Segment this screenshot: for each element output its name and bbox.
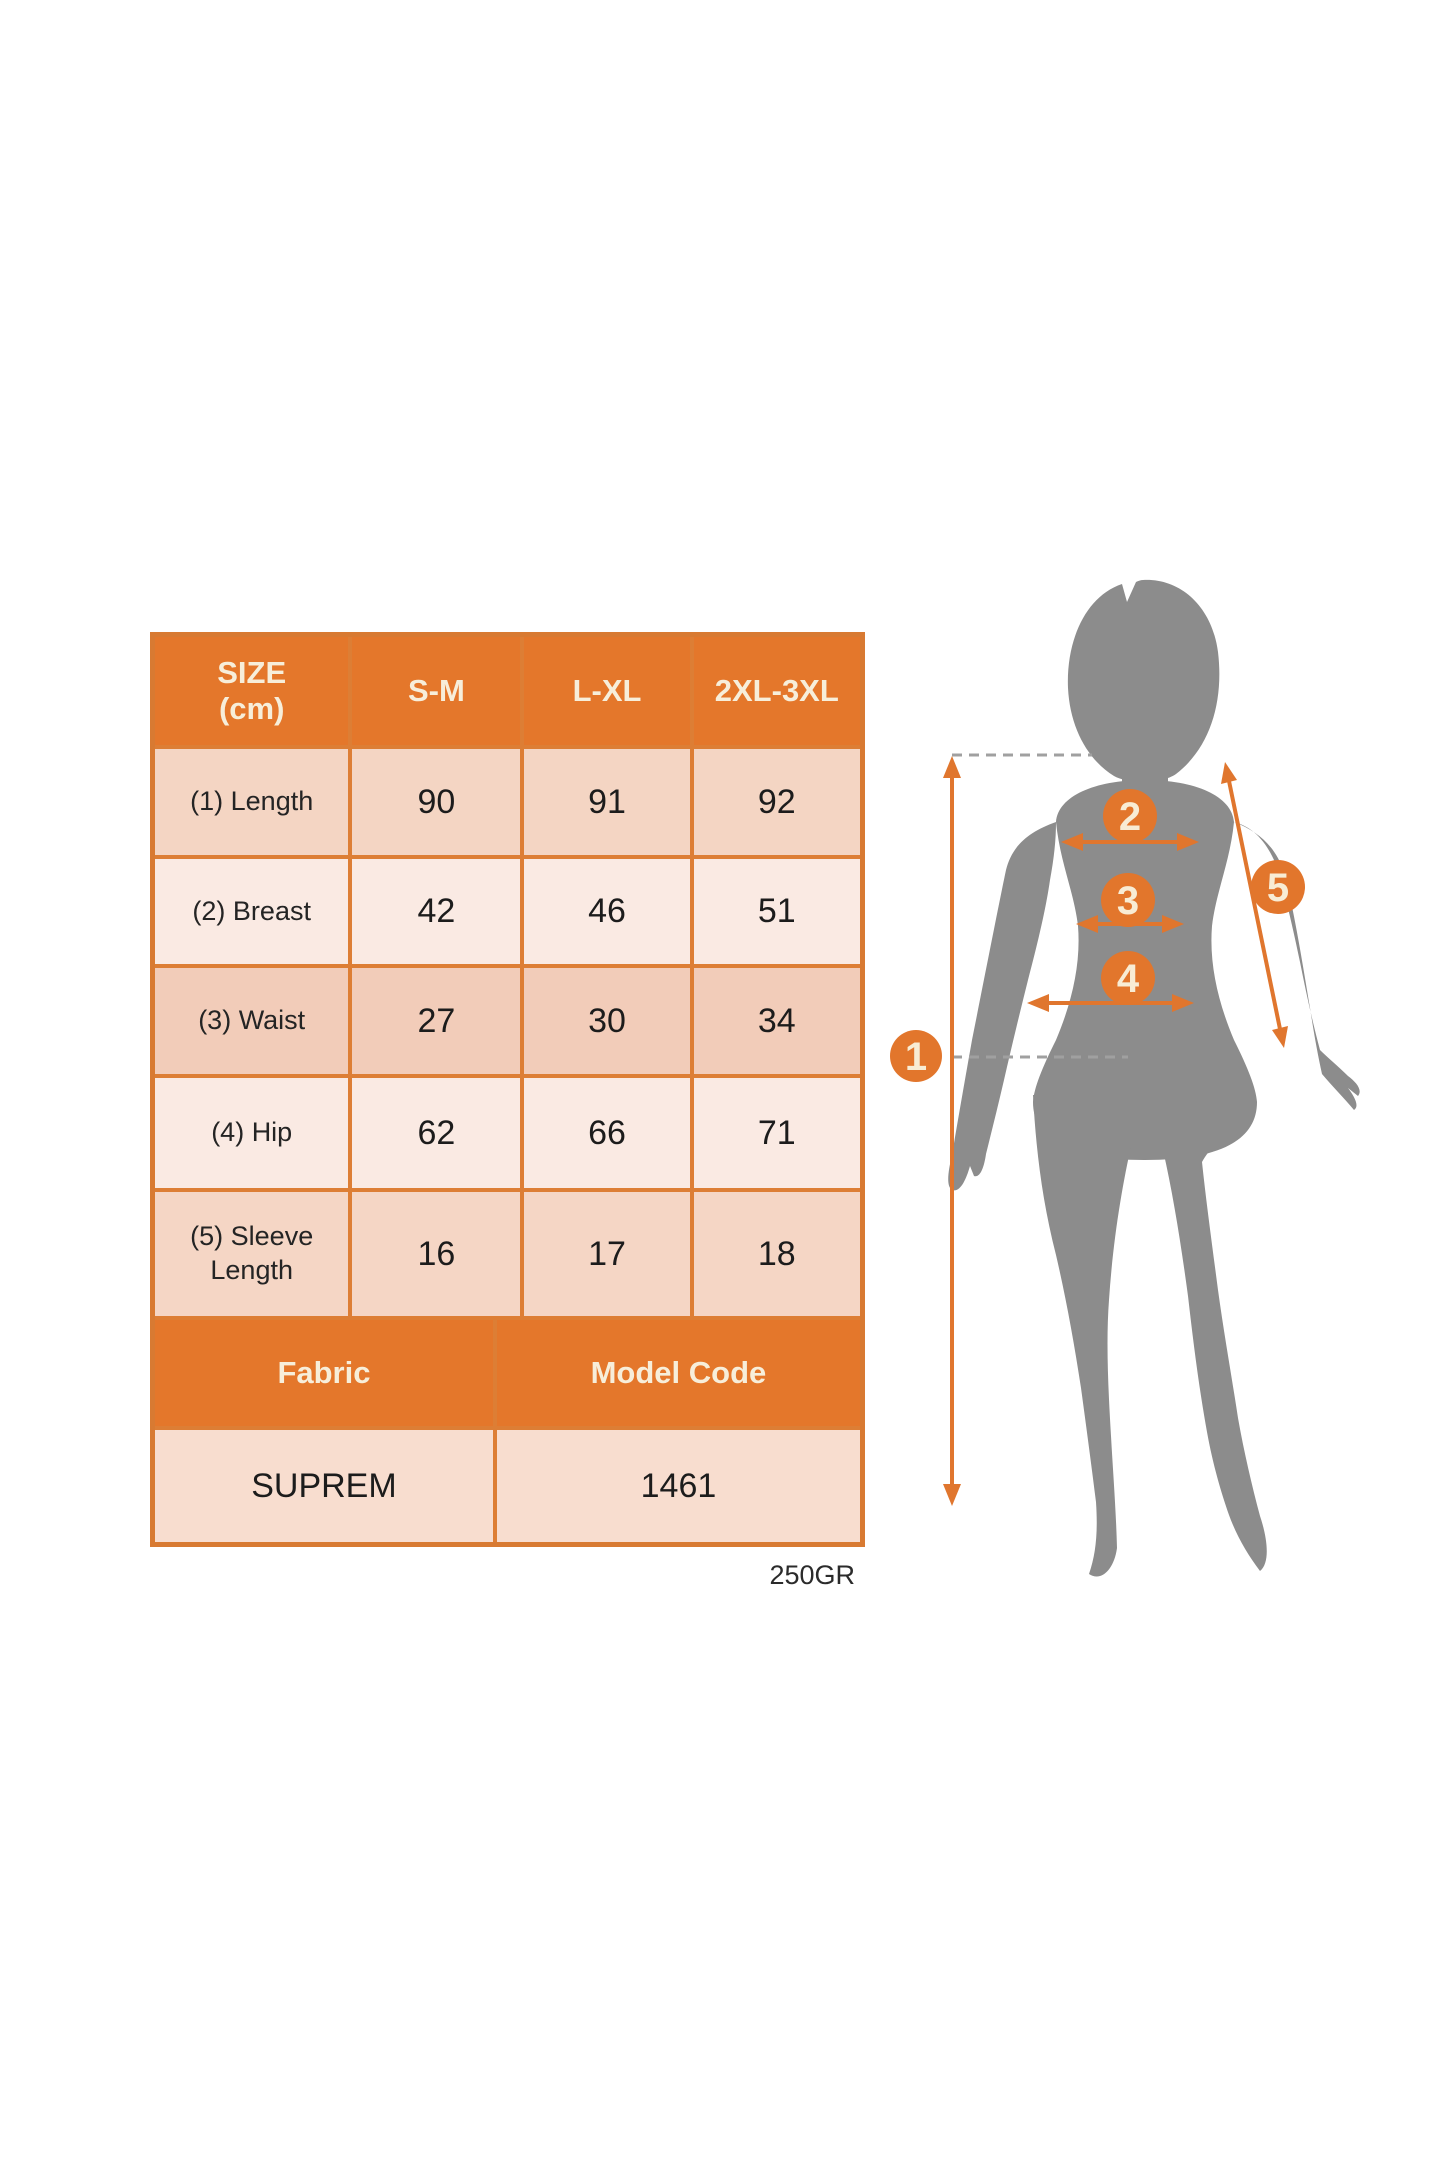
sleeve-arrow — [1221, 762, 1288, 1048]
length-lxl: 91 — [524, 749, 694, 859]
size-table-main: SIZE (cm) S-M L-XL 2XL-3XL (1) Length 90… — [155, 637, 860, 1320]
measurement-figure: 1 2 3 4 5 — [860, 540, 1440, 1620]
model-code-header-cell: Model Code — [496, 1320, 860, 1430]
model-code-value-cell: 1461 — [496, 1430, 860, 1542]
left-arm-silhouette — [948, 822, 1056, 1191]
length-2xl3xl: 92 — [693, 749, 860, 859]
column-header-lxl: L-XL — [524, 637, 694, 749]
hip-arrow — [1027, 994, 1194, 1012]
marker-circle-3: 3 — [1101, 873, 1155, 927]
row-label-hip: (4) Hip — [155, 1078, 353, 1192]
waist-lxl: 30 — [524, 968, 694, 1078]
marker-2-label: 2 — [1119, 795, 1141, 839]
marker-circle-5: 5 — [1251, 860, 1305, 914]
size-label-line1: SIZE — [217, 655, 287, 691]
sleeve-sm: 16 — [352, 1192, 525, 1320]
body-silhouette — [948, 579, 1360, 1577]
fabric-value-cell: SUPREM — [155, 1430, 497, 1542]
fabric-header-cell: Fabric — [155, 1320, 497, 1430]
waist-sm: 27 — [352, 968, 525, 1078]
marker-3-label: 3 — [1117, 879, 1139, 923]
breast-sm: 42 — [352, 859, 525, 968]
row-label-length: (1) Length — [155, 749, 353, 859]
row-label-waist: (3) Waist — [155, 968, 353, 1078]
hip-lxl: 66 — [524, 1078, 694, 1192]
row-label-breast: (2) Breast — [155, 859, 353, 968]
column-header-2xl3xl: 2XL-3XL — [693, 637, 860, 749]
sleeve-lxl: 17 — [524, 1192, 694, 1320]
figure-svg: 1 2 3 4 5 — [890, 579, 1360, 1577]
right-leg-silhouette — [1145, 1095, 1267, 1571]
marker-1-label: 1 — [905, 1035, 927, 1079]
breast-2xl3xl: 51 — [693, 859, 860, 968]
waist-2xl3xl: 34 — [693, 968, 860, 1078]
marker-circle-2: 2 — [1103, 789, 1157, 843]
marker-circle-1: 1 — [890, 1030, 942, 1082]
breast-lxl: 46 — [524, 859, 694, 968]
right-arm-silhouette — [1234, 822, 1360, 1110]
column-header-sm: S-M — [352, 637, 525, 749]
row-label-sleeve-length: (5) Sleeve Length — [155, 1192, 353, 1320]
sleeve-2xl3xl: 18 — [693, 1192, 860, 1320]
marker-circle-4: 4 — [1101, 951, 1155, 1005]
size-table: SIZE (cm) S-M L-XL 2XL-3XL (1) Length 90… — [150, 632, 865, 1547]
left-leg-silhouette — [1033, 1095, 1145, 1577]
size-label-line2: (cm) — [218, 691, 285, 726]
length-sm: 90 — [352, 749, 525, 859]
hip-sm: 62 — [352, 1078, 525, 1192]
hip-2xl3xl: 71 — [693, 1078, 860, 1192]
marker-5-label: 5 — [1267, 866, 1289, 910]
height-arrow — [943, 756, 961, 1506]
marker-4-label: 4 — [1117, 957, 1140, 1001]
weight-note: 250GR — [769, 1560, 855, 1590]
head-silhouette — [1067, 579, 1220, 782]
size-header-cell: SIZE (cm) — [155, 637, 353, 749]
size-table-footer: Fabric Model Code SUPREM 1461 — [155, 1320, 860, 1542]
